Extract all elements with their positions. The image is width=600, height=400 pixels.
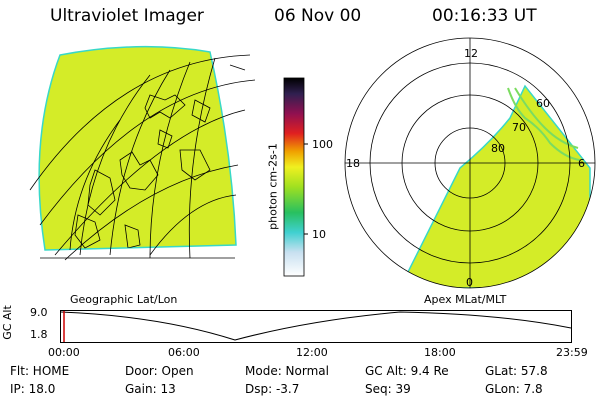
mlt-label-0: 0: [466, 276, 473, 289]
mlt-label-6: 6: [578, 157, 585, 170]
status-glat: GLat: 57.8: [485, 364, 548, 378]
track-axis-label: GC Alt: [0, 305, 14, 340]
status-door: Door: Open: [125, 364, 194, 378]
mlt-label-12: 12: [464, 47, 478, 60]
mlt-label-18: 18: [346, 157, 360, 170]
status-seq: Seq: 39: [365, 382, 411, 396]
colorbar-tick-10: 10: [312, 228, 326, 241]
geographic-image: [29, 45, 256, 261]
altitude-track: [60, 310, 572, 343]
mlat-label-70: 70: [512, 121, 526, 134]
status-glon: GLon: 7.8: [485, 382, 543, 396]
polar-plot: [344, 37, 596, 289]
track-time-0600: 06:00: [168, 346, 200, 359]
instrument-title: Ultraviolet Imager: [50, 6, 204, 26]
date-label: 06 Nov 00: [274, 6, 362, 26]
track-ytick-1-8: 1.8: [30, 328, 48, 341]
mlat-label-80: 80: [491, 142, 505, 155]
track-time-0000: 00:00: [48, 346, 80, 359]
status-gc-alt: GC Alt: 9.4 Re: [365, 364, 449, 378]
status-ip: IP: 18.0: [10, 382, 56, 396]
colorbar: [283, 77, 308, 277]
status-flt: Flt: HOME: [10, 364, 70, 378]
mlat-label-60: 60: [536, 97, 550, 110]
colorbar-tick-100: 100: [312, 138, 333, 151]
colorbar-unit-label: photon cm-2s-1: [266, 143, 280, 230]
track-time-1200: 12:00: [296, 346, 328, 359]
track-time-1800: 18:00: [424, 346, 456, 359]
status-dsp: Dsp: -3.7: [245, 382, 300, 396]
geographic-caption: Geographic Lat/Lon: [70, 293, 178, 306]
track-ytick-9: 9.0: [30, 306, 48, 319]
status-gain: Gain: 13: [125, 382, 176, 396]
status-mode: Mode: Normal: [245, 364, 329, 378]
time-label: 00:16:33 UT: [432, 6, 537, 26]
track-time-2359: 23:59: [556, 346, 588, 359]
polar-caption: Apex MLat/MLT: [424, 293, 507, 306]
